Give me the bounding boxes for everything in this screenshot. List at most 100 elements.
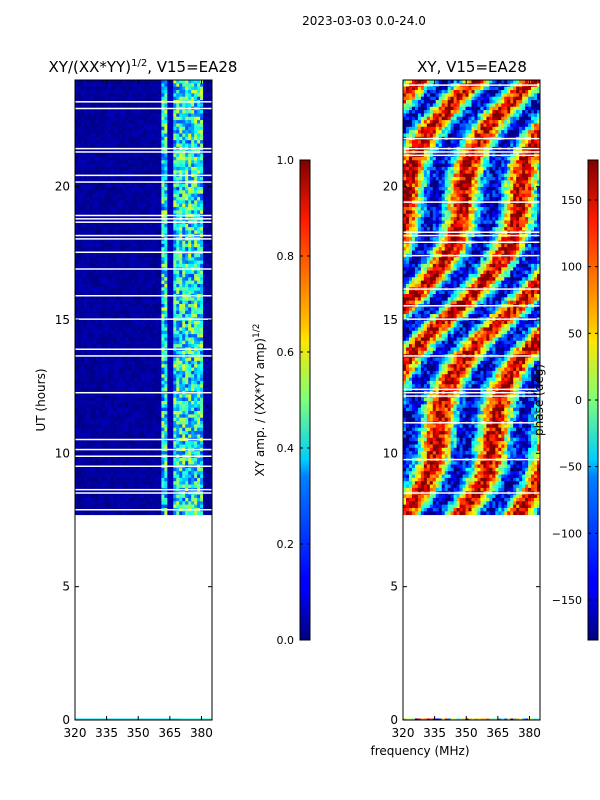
panel1-cell: [110, 340, 115, 345]
panel1-cell: [173, 96, 177, 101]
panel1-cell: [200, 427, 204, 432]
panel1-cell: [98, 280, 103, 285]
panel1-cell: [101, 230, 106, 235]
panel1-cell: [188, 404, 192, 409]
panel1-cell: [125, 263, 130, 268]
panel1-cell: [149, 344, 154, 348]
panel1-cell: [89, 417, 94, 422]
panel1-cell: [194, 324, 198, 328]
panel1-cell: [182, 93, 186, 98]
panel1-cell: [191, 300, 195, 305]
panel1-cell: [101, 357, 106, 362]
panel1-cell: [173, 407, 177, 412]
panel1-cell: [200, 340, 204, 345]
panel1-cell: [125, 156, 130, 161]
panel1-cell: [164, 140, 168, 144]
panel1-cell: [164, 327, 168, 332]
panel1-cell: [113, 431, 118, 435]
panel1-cell: [95, 166, 100, 171]
panel1-cell: [77, 337, 82, 342]
panel1-cell: [131, 397, 136, 402]
panel1-cell: [86, 247, 91, 251]
panel1-cell: [89, 90, 94, 94]
panel1-cell: [95, 330, 100, 335]
panel1-cell: [92, 197, 97, 201]
panel1-cell: [203, 263, 207, 268]
panel1-cell: [155, 360, 159, 365]
panel1-cell: [179, 170, 183, 175]
panel1-cell: [83, 421, 88, 425]
panel1-cell: [89, 387, 94, 392]
panel1-cell: [101, 203, 106, 208]
panel1-cell: [119, 340, 124, 345]
panel1-cell: [197, 374, 201, 378]
panel1-cell: [146, 364, 151, 368]
panel1-cell: [86, 330, 91, 335]
panel1-cell: [122, 257, 127, 261]
panel1-cell: [134, 260, 139, 265]
panel1-cell: [75, 80, 79, 84]
panel1-cell: [98, 297, 103, 302]
panel1-cell: [170, 247, 174, 251]
panel1-cell: [182, 417, 186, 422]
panel1-cell: [122, 210, 127, 215]
panel1-cell: [158, 344, 162, 348]
panel1-cell: [110, 253, 115, 258]
panel1-cell: [191, 170, 195, 175]
panel1-cell: [101, 360, 106, 365]
panel1-cell: [122, 320, 127, 325]
panel1-cell: [188, 310, 192, 315]
panel1-cell: [75, 263, 79, 268]
panel1-cell: [131, 200, 136, 205]
panel1-cell: [128, 227, 133, 231]
panel1-cell: [158, 200, 162, 205]
panel1-cell: [131, 411, 136, 415]
panel1-cell: [197, 176, 201, 181]
panel1-cell: [188, 374, 192, 378]
panel1-cell: [113, 253, 118, 258]
panel1-cell: [185, 304, 189, 308]
panel1-cell: [185, 377, 189, 382]
panel1-cell: [98, 113, 103, 118]
panel1-cell: [86, 116, 91, 121]
panel1-cell: [146, 86, 151, 91]
panel1-cell: [206, 86, 210, 91]
panel1-cell: [152, 166, 157, 171]
panel1-cell: [155, 247, 159, 251]
panel1-cell: [158, 277, 162, 282]
panel1-cell: [203, 197, 207, 201]
panel1-cell: [110, 407, 115, 412]
panel1-cell: [140, 80, 145, 84]
panel1-cell: [203, 397, 207, 402]
panel1-cell: [167, 90, 171, 94]
panel1-cell: [86, 240, 91, 245]
panel1-cell: [119, 314, 124, 318]
panel1-cell: [194, 200, 198, 205]
panel1-cell: [134, 113, 139, 118]
panel1-cell: [209, 384, 212, 389]
panel1-cell: [77, 183, 82, 188]
panel1-cell: [209, 170, 212, 175]
panel1-cell: [155, 156, 159, 161]
panel1-cell: [152, 263, 157, 268]
panel1-cell: [98, 283, 103, 288]
panel1-cell: [95, 273, 100, 278]
panel1-cell: [161, 110, 165, 114]
panel1-cell: [134, 197, 139, 201]
panel1-cell: [143, 200, 148, 205]
panel1-cell: [194, 210, 198, 215]
panel1-cell: [149, 357, 154, 362]
panel1-cell: [206, 93, 210, 98]
panel1-cell: [98, 126, 103, 131]
panel1-cell: [176, 280, 180, 285]
panel1-cell: [206, 384, 210, 389]
panel1-cell: [170, 377, 174, 382]
panel1-cell: [209, 257, 212, 261]
panel1-cell: [116, 160, 121, 164]
panel1-cell: [209, 86, 212, 91]
panel1-cell: [86, 270, 91, 275]
panel1-cell: [77, 230, 82, 235]
panel1-cell: [113, 357, 118, 362]
panel1-cell: [167, 370, 171, 375]
panel1-cell: [134, 247, 139, 251]
